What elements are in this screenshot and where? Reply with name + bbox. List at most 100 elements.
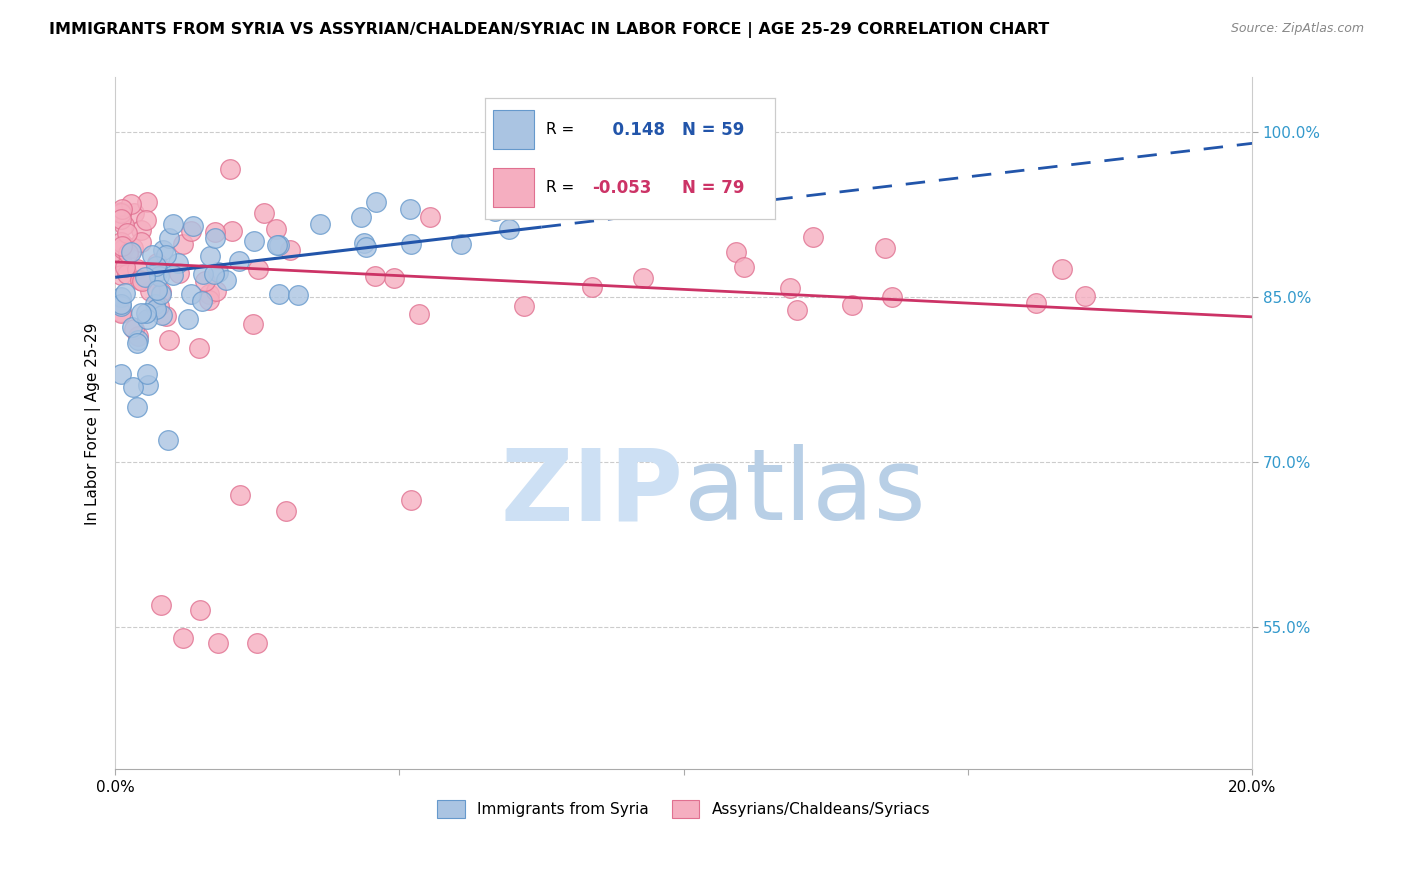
Point	[513, 299, 536, 313]
Point	[110, 306, 132, 320]
Point	[198, 293, 221, 307]
Text: atlas: atlas	[683, 444, 925, 541]
Point	[110, 252, 132, 267]
Point	[129, 273, 152, 287]
Point	[110, 205, 132, 219]
Point	[121, 320, 143, 334]
Y-axis label: In Labor Force | Age 25-29: In Labor Force | Age 25-29	[86, 322, 101, 524]
Point	[180, 287, 202, 301]
Point	[191, 267, 214, 281]
Point	[162, 268, 184, 282]
Point	[191, 293, 214, 308]
Point	[166, 256, 188, 270]
Point	[129, 235, 152, 249]
Point	[148, 299, 170, 313]
Point	[134, 269, 156, 284]
Point	[110, 204, 132, 219]
Point	[399, 493, 422, 508]
Point	[269, 287, 291, 301]
Point	[155, 248, 177, 262]
Point	[136, 312, 159, 326]
Point	[150, 287, 173, 301]
Point	[786, 302, 808, 317]
Point	[110, 305, 132, 319]
Point	[408, 307, 430, 321]
Point	[122, 205, 145, 219]
Point	[205, 285, 228, 299]
Point	[218, 161, 240, 176]
Point	[149, 598, 172, 612]
Point	[278, 243, 301, 257]
Point	[1050, 262, 1073, 277]
Point	[172, 631, 194, 645]
Point	[204, 226, 226, 240]
Point	[120, 197, 142, 211]
Point	[156, 433, 179, 447]
Point	[215, 273, 238, 287]
Point	[801, 230, 824, 244]
Point	[125, 261, 148, 276]
Point	[110, 290, 132, 304]
Point	[177, 312, 200, 326]
Point	[350, 210, 373, 224]
Point	[246, 262, 269, 277]
Point	[498, 221, 520, 235]
Point	[162, 217, 184, 231]
Point	[180, 224, 202, 238]
Point	[110, 251, 132, 265]
Point	[152, 309, 174, 323]
Point	[111, 202, 134, 217]
Point	[190, 603, 212, 617]
Point	[117, 245, 139, 260]
Point	[110, 212, 132, 227]
Point	[145, 259, 167, 273]
Point	[110, 298, 132, 312]
Point	[880, 290, 903, 304]
Point	[136, 378, 159, 392]
Point	[122, 380, 145, 394]
Point	[110, 235, 132, 249]
Point	[114, 285, 136, 300]
Point	[198, 286, 221, 301]
Point	[450, 236, 472, 251]
Point	[146, 283, 169, 297]
Point	[399, 236, 422, 251]
Point	[1074, 289, 1097, 303]
Point	[127, 333, 149, 347]
Point	[399, 202, 422, 217]
Point	[873, 241, 896, 255]
Point	[266, 237, 288, 252]
Point	[246, 636, 269, 650]
Point	[152, 243, 174, 257]
Legend: Immigrants from Syria, Assyrians/Chaldeans/Syriacs: Immigrants from Syria, Assyrians/Chaldea…	[432, 794, 936, 824]
Point	[143, 297, 166, 311]
Point	[181, 219, 204, 234]
Point	[148, 263, 170, 277]
Point	[117, 227, 139, 241]
Point	[364, 268, 387, 283]
Point	[135, 212, 157, 227]
Point	[167, 266, 190, 280]
Point	[631, 271, 654, 285]
Point	[382, 271, 405, 285]
Point	[354, 239, 377, 253]
Text: IMMIGRANTS FROM SYRIA VS ASSYRIAN/CHALDEAN/SYRIAC IN LABOR FORCE | AGE 25-29 COR: IMMIGRANTS FROM SYRIA VS ASSYRIAN/CHALDE…	[49, 22, 1049, 38]
Point	[114, 260, 136, 275]
Point	[308, 217, 330, 231]
Point	[229, 488, 252, 502]
Point	[110, 367, 132, 381]
Point	[364, 194, 387, 209]
Point	[125, 400, 148, 414]
Point	[1025, 295, 1047, 310]
Point	[581, 279, 603, 293]
Point	[112, 218, 135, 232]
Point	[157, 333, 180, 347]
Text: ZIP: ZIP	[501, 444, 683, 541]
Point	[267, 237, 290, 252]
Point	[110, 239, 132, 253]
Point	[274, 504, 297, 518]
Point	[127, 336, 149, 351]
Point	[120, 245, 142, 260]
Point	[146, 256, 169, 270]
Point	[122, 241, 145, 255]
